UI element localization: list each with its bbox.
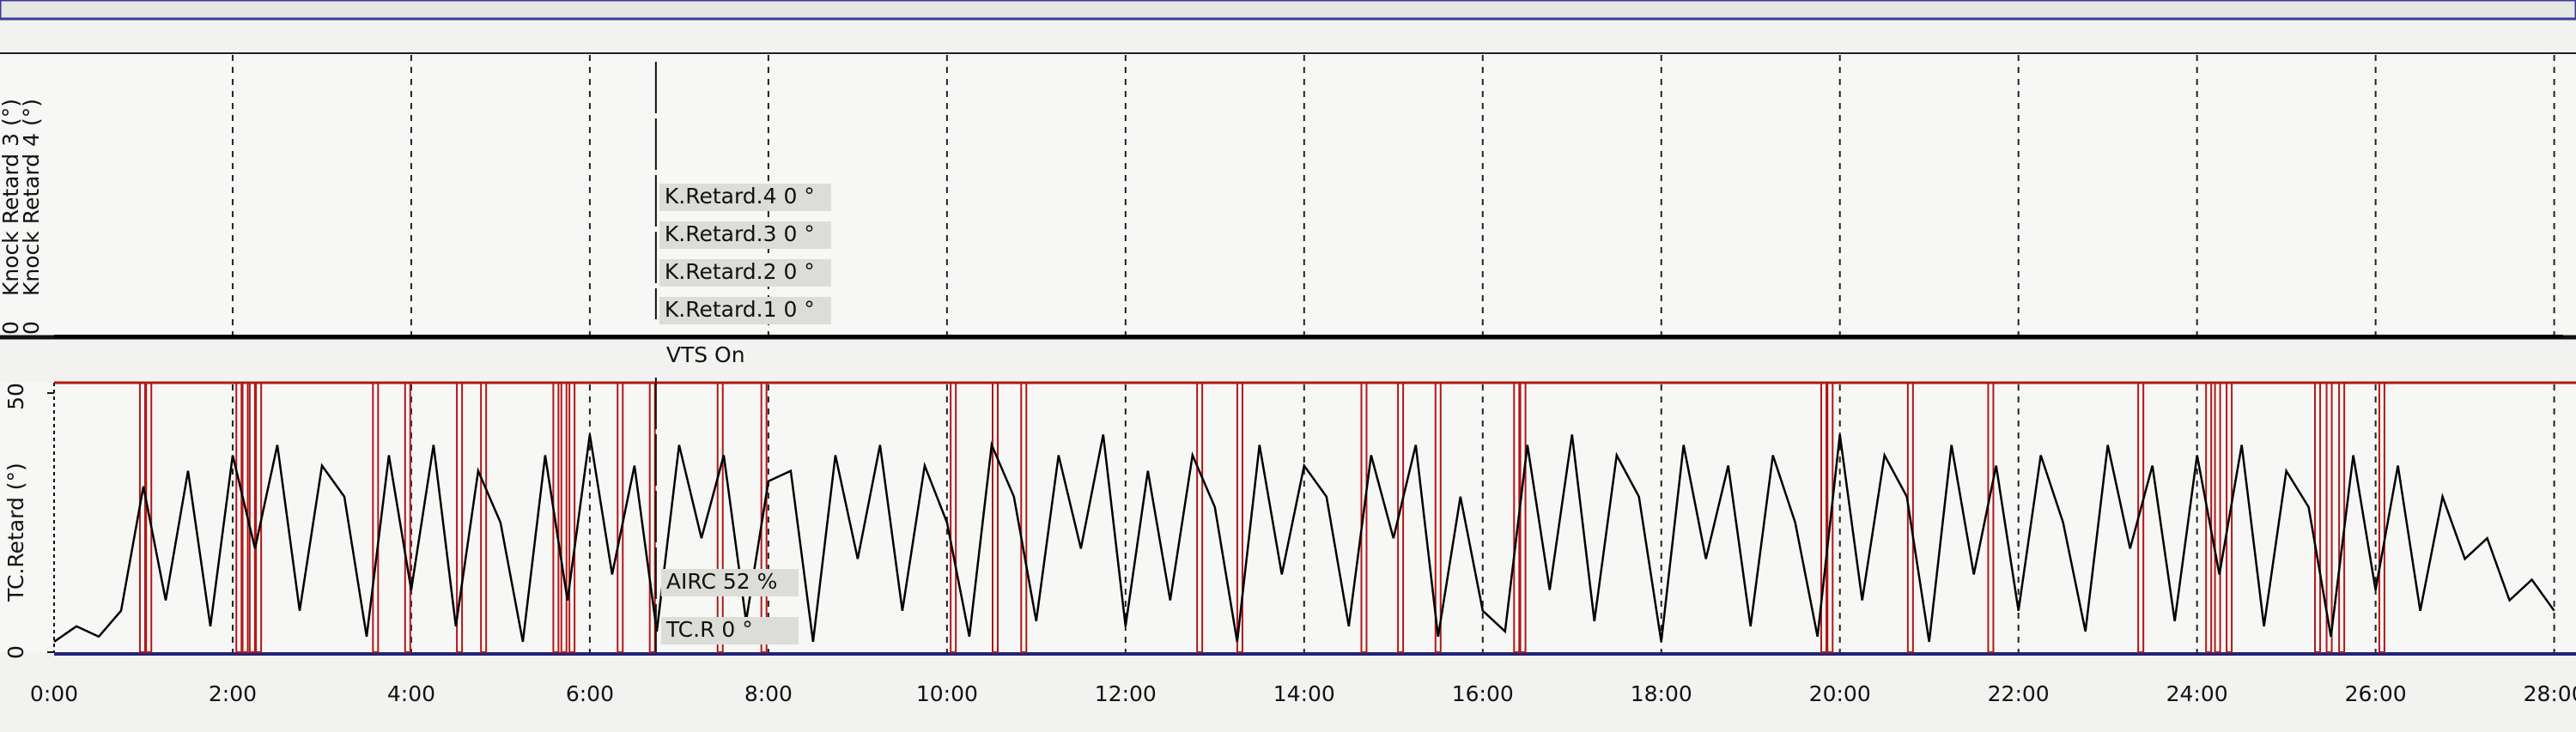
x-tick-label: 8:00 [744, 681, 793, 706]
y-tick-label: 0 [19, 321, 44, 335]
cursor-label: K.Retard.2 0 ° [665, 259, 815, 284]
cursor-label-bg [659, 259, 831, 287]
cursor-label-bg [660, 569, 799, 596]
cursor-label: K.Retard.1 0 ° [665, 297, 815, 322]
cursor-label: K.Retard.3 0 ° [665, 221, 815, 246]
y-tick-label: 50 [3, 383, 28, 410]
x-tick-label: 12:00 [1095, 681, 1157, 706]
y-tick-label: 0 [0, 321, 23, 335]
y-axis-label: Knock Retard 3 (°) [0, 99, 23, 296]
x-tick-label: 2:00 [209, 681, 257, 706]
y-axis-label: TC.Retard (°) [3, 463, 28, 602]
x-tick-label: 22:00 [1988, 681, 2050, 706]
cursor-label: TC.R 0 ° [665, 617, 753, 642]
cursor-label-bg [660, 617, 799, 644]
y-tick-label: 0 [3, 645, 28, 659]
tc-panel [0, 383, 2576, 652]
x-tick-label: 16:00 [1452, 681, 1514, 706]
cursor-label: VTS On [666, 342, 745, 367]
x-tick-label: 6:00 [566, 681, 614, 706]
x-tick-label: 4:00 [387, 681, 435, 706]
cursor-label-bg [659, 221, 831, 249]
x-tick-label: 0:00 [30, 681, 78, 706]
x-tick-label: 10:00 [916, 681, 978, 706]
x-tick-label: 14:00 [1273, 681, 1335, 706]
cursor-label-bg [659, 297, 831, 324]
cursor-label: K.Retard.4 0 ° [665, 184, 815, 209]
cursor-label: AIRC 52 % [666, 569, 778, 594]
x-tick-label: 28:00 [2524, 681, 2576, 706]
x-tick-label: 26:00 [2345, 681, 2407, 706]
y-axis-label: Knock Retard 4 (°) [19, 99, 44, 296]
x-tick-label: 18:00 [1631, 681, 1692, 706]
x-tick-label: 24:00 [2166, 681, 2228, 706]
knock-panel [0, 53, 2576, 337]
x-tick-label: 20:00 [1809, 681, 1871, 706]
cursor-label-bg [659, 184, 831, 211]
top-strip [0, 0, 2576, 21]
tc-retard-line [53, 434, 2555, 643]
